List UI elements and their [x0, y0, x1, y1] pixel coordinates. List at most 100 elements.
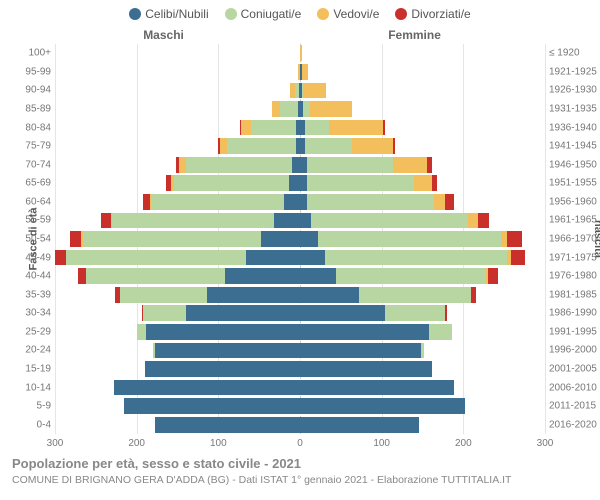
- birth-year-label: 1966-1970: [549, 234, 597, 245]
- segment-single: [207, 287, 300, 303]
- age-row: [55, 398, 545, 414]
- segment-married: [359, 287, 472, 303]
- grid-line: [545, 44, 546, 434]
- legend-label: Celibi/Nubili: [145, 7, 208, 21]
- legend-item: Coniugati/e: [225, 6, 302, 21]
- segment-married: [143, 305, 185, 321]
- male-bar: [124, 398, 300, 414]
- female-bar: [300, 157, 432, 173]
- birth-year-label: 1961-1965: [549, 215, 597, 226]
- segment-single: [300, 361, 432, 377]
- age-row: [55, 175, 545, 191]
- female-bar: [300, 120, 385, 136]
- legend-swatch: [225, 8, 237, 20]
- segment-married: [280, 101, 298, 117]
- age-row: [55, 157, 545, 173]
- legend-swatch: [317, 8, 329, 20]
- segment-divorced: [393, 138, 395, 154]
- birth-year-label: 1921-1925: [549, 66, 597, 77]
- segment-widowed: [310, 101, 352, 117]
- segment-single: [186, 305, 300, 321]
- population-pyramid-chart: Celibi/Nubili Coniugati/e Vedovi/e Divorzia…: [0, 0, 600, 500]
- segment-divorced: [383, 120, 385, 136]
- legend-item: Divorziati/e: [395, 6, 470, 21]
- female-bar: [300, 324, 452, 340]
- female-bar: [300, 417, 419, 433]
- segment-widowed: [414, 175, 432, 191]
- segment-widowed: [303, 83, 326, 99]
- legend-label: Vedovi/e: [333, 7, 379, 21]
- male-bar: [155, 417, 300, 433]
- female-bar: [300, 343, 424, 359]
- birth-year-label: 2006-2010: [549, 382, 597, 393]
- age-label: 25-29: [18, 326, 51, 337]
- legend-label: Coniugati/e: [241, 7, 302, 21]
- segment-married: [311, 213, 468, 229]
- age-row: [55, 213, 545, 229]
- segment-single: [246, 250, 300, 266]
- x-tick: 300: [47, 438, 64, 449]
- segment-married: [325, 250, 508, 266]
- female-bar: [300, 250, 525, 266]
- plot-area: [55, 44, 545, 434]
- age-row: [55, 64, 545, 80]
- age-label: 90-94: [18, 85, 51, 96]
- age-label: 80-84: [18, 122, 51, 133]
- age-row: [55, 194, 545, 210]
- legend: Celibi/Nubili Coniugati/e Vedovi/e Divorzia…: [0, 6, 600, 21]
- segment-widowed: [302, 64, 309, 80]
- birth-year-label: 1936-1940: [549, 122, 597, 133]
- male-bar: [101, 213, 300, 229]
- age-label: 50-54: [18, 234, 51, 245]
- age-row: [55, 45, 545, 61]
- segment-divorced: [432, 175, 437, 191]
- male-bar: [114, 380, 300, 396]
- segment-widowed: [352, 138, 393, 154]
- segment-married: [137, 324, 147, 340]
- segment-divorced: [78, 268, 86, 284]
- male-bar: [115, 287, 300, 303]
- age-label: 95-99: [18, 66, 51, 77]
- age-label: 30-34: [18, 308, 51, 319]
- x-tick: 200: [455, 438, 472, 449]
- male-header: Maschi: [143, 28, 184, 42]
- segment-single: [300, 324, 429, 340]
- segment-married: [307, 175, 415, 191]
- segment-married: [120, 287, 207, 303]
- segment-married: [305, 120, 330, 136]
- male-bar: [153, 343, 300, 359]
- segment-married: [186, 157, 292, 173]
- male-bar: [218, 138, 300, 154]
- segment-single: [300, 250, 325, 266]
- segment-married: [421, 343, 424, 359]
- male-bar: [176, 157, 300, 173]
- age-row: [55, 380, 545, 396]
- female-bar: [300, 305, 447, 321]
- female-bar: [300, 213, 489, 229]
- segment-single: [292, 157, 300, 173]
- x-tick: 100: [373, 438, 390, 449]
- age-row: [55, 324, 545, 340]
- caption-main: Popolazione per età, sesso e stato civil…: [12, 456, 301, 471]
- segment-married: [151, 194, 283, 210]
- female-bar: [300, 101, 352, 117]
- age-label: 35-39: [18, 289, 51, 300]
- birth-year-label: 1926-1930: [549, 85, 597, 96]
- segment-divorced: [55, 250, 66, 266]
- segment-divorced: [478, 213, 489, 229]
- x-tick: 200: [128, 438, 145, 449]
- age-label: 0-4: [18, 419, 51, 430]
- age-row: [55, 361, 545, 377]
- age-label: 55-59: [18, 215, 51, 226]
- female-bar: [300, 45, 302, 61]
- segment-divorced: [427, 157, 432, 173]
- segment-divorced: [511, 250, 526, 266]
- caption-sub: COMUNE DI BRIGNANO GERA D'ADDA (BG) - Da…: [12, 474, 511, 486]
- segment-widowed: [241, 120, 251, 136]
- female-bar: [300, 231, 522, 247]
- birth-year-label: 2011-2015: [549, 401, 596, 412]
- male-bar: [78, 268, 300, 284]
- segment-divorced: [445, 194, 453, 210]
- female-bar: [300, 175, 437, 191]
- age-row: [55, 417, 545, 433]
